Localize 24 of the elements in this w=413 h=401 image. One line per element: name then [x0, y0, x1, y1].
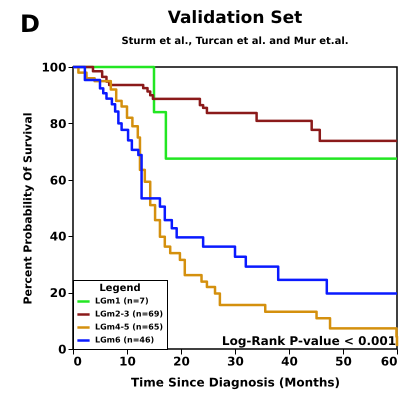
- y-axis-title: Percent Probability Of Survival: [21, 112, 34, 305]
- legend-title: Legend: [99, 283, 141, 294]
- legend-label: LGm2-3 (n=69): [95, 310, 164, 318]
- y-tick-label: 20: [50, 286, 66, 300]
- annotation: Log-Rank P-value < 0.001: [222, 334, 396, 348]
- y-tick-label: 60: [50, 173, 66, 188]
- y-tick-label: 40: [50, 230, 66, 244]
- y-tick-label: 0: [58, 342, 66, 356]
- text: D: [20, 10, 40, 38]
- x-axis-title: Time Since Diagnosis (Months): [130, 376, 340, 390]
- x-tick-label: 10: [119, 354, 136, 368]
- chart-subtitle: Sturm et al., Turcan et al. and Mur et.al.: [121, 36, 349, 47]
- x-tick-label: 50: [335, 354, 352, 368]
- y-tick-label: 80: [50, 116, 66, 131]
- x-tick-label: 40: [281, 354, 298, 368]
- x-tick-label: 30: [227, 354, 244, 368]
- x-tick-label: 60: [380, 354, 398, 368]
- chart-title: Validation Set: [168, 8, 302, 28]
- legend-label: LGm6 (n=46): [95, 336, 154, 344]
- y-tick-label: 100: [41, 60, 66, 74]
- legend-label: LGm4-5 (n=65): [95, 322, 164, 332]
- legend-label: LGm1 (n=7): [95, 296, 149, 306]
- x-tick-label: 20: [173, 354, 190, 368]
- x-tick-label: 0: [74, 354, 82, 368]
